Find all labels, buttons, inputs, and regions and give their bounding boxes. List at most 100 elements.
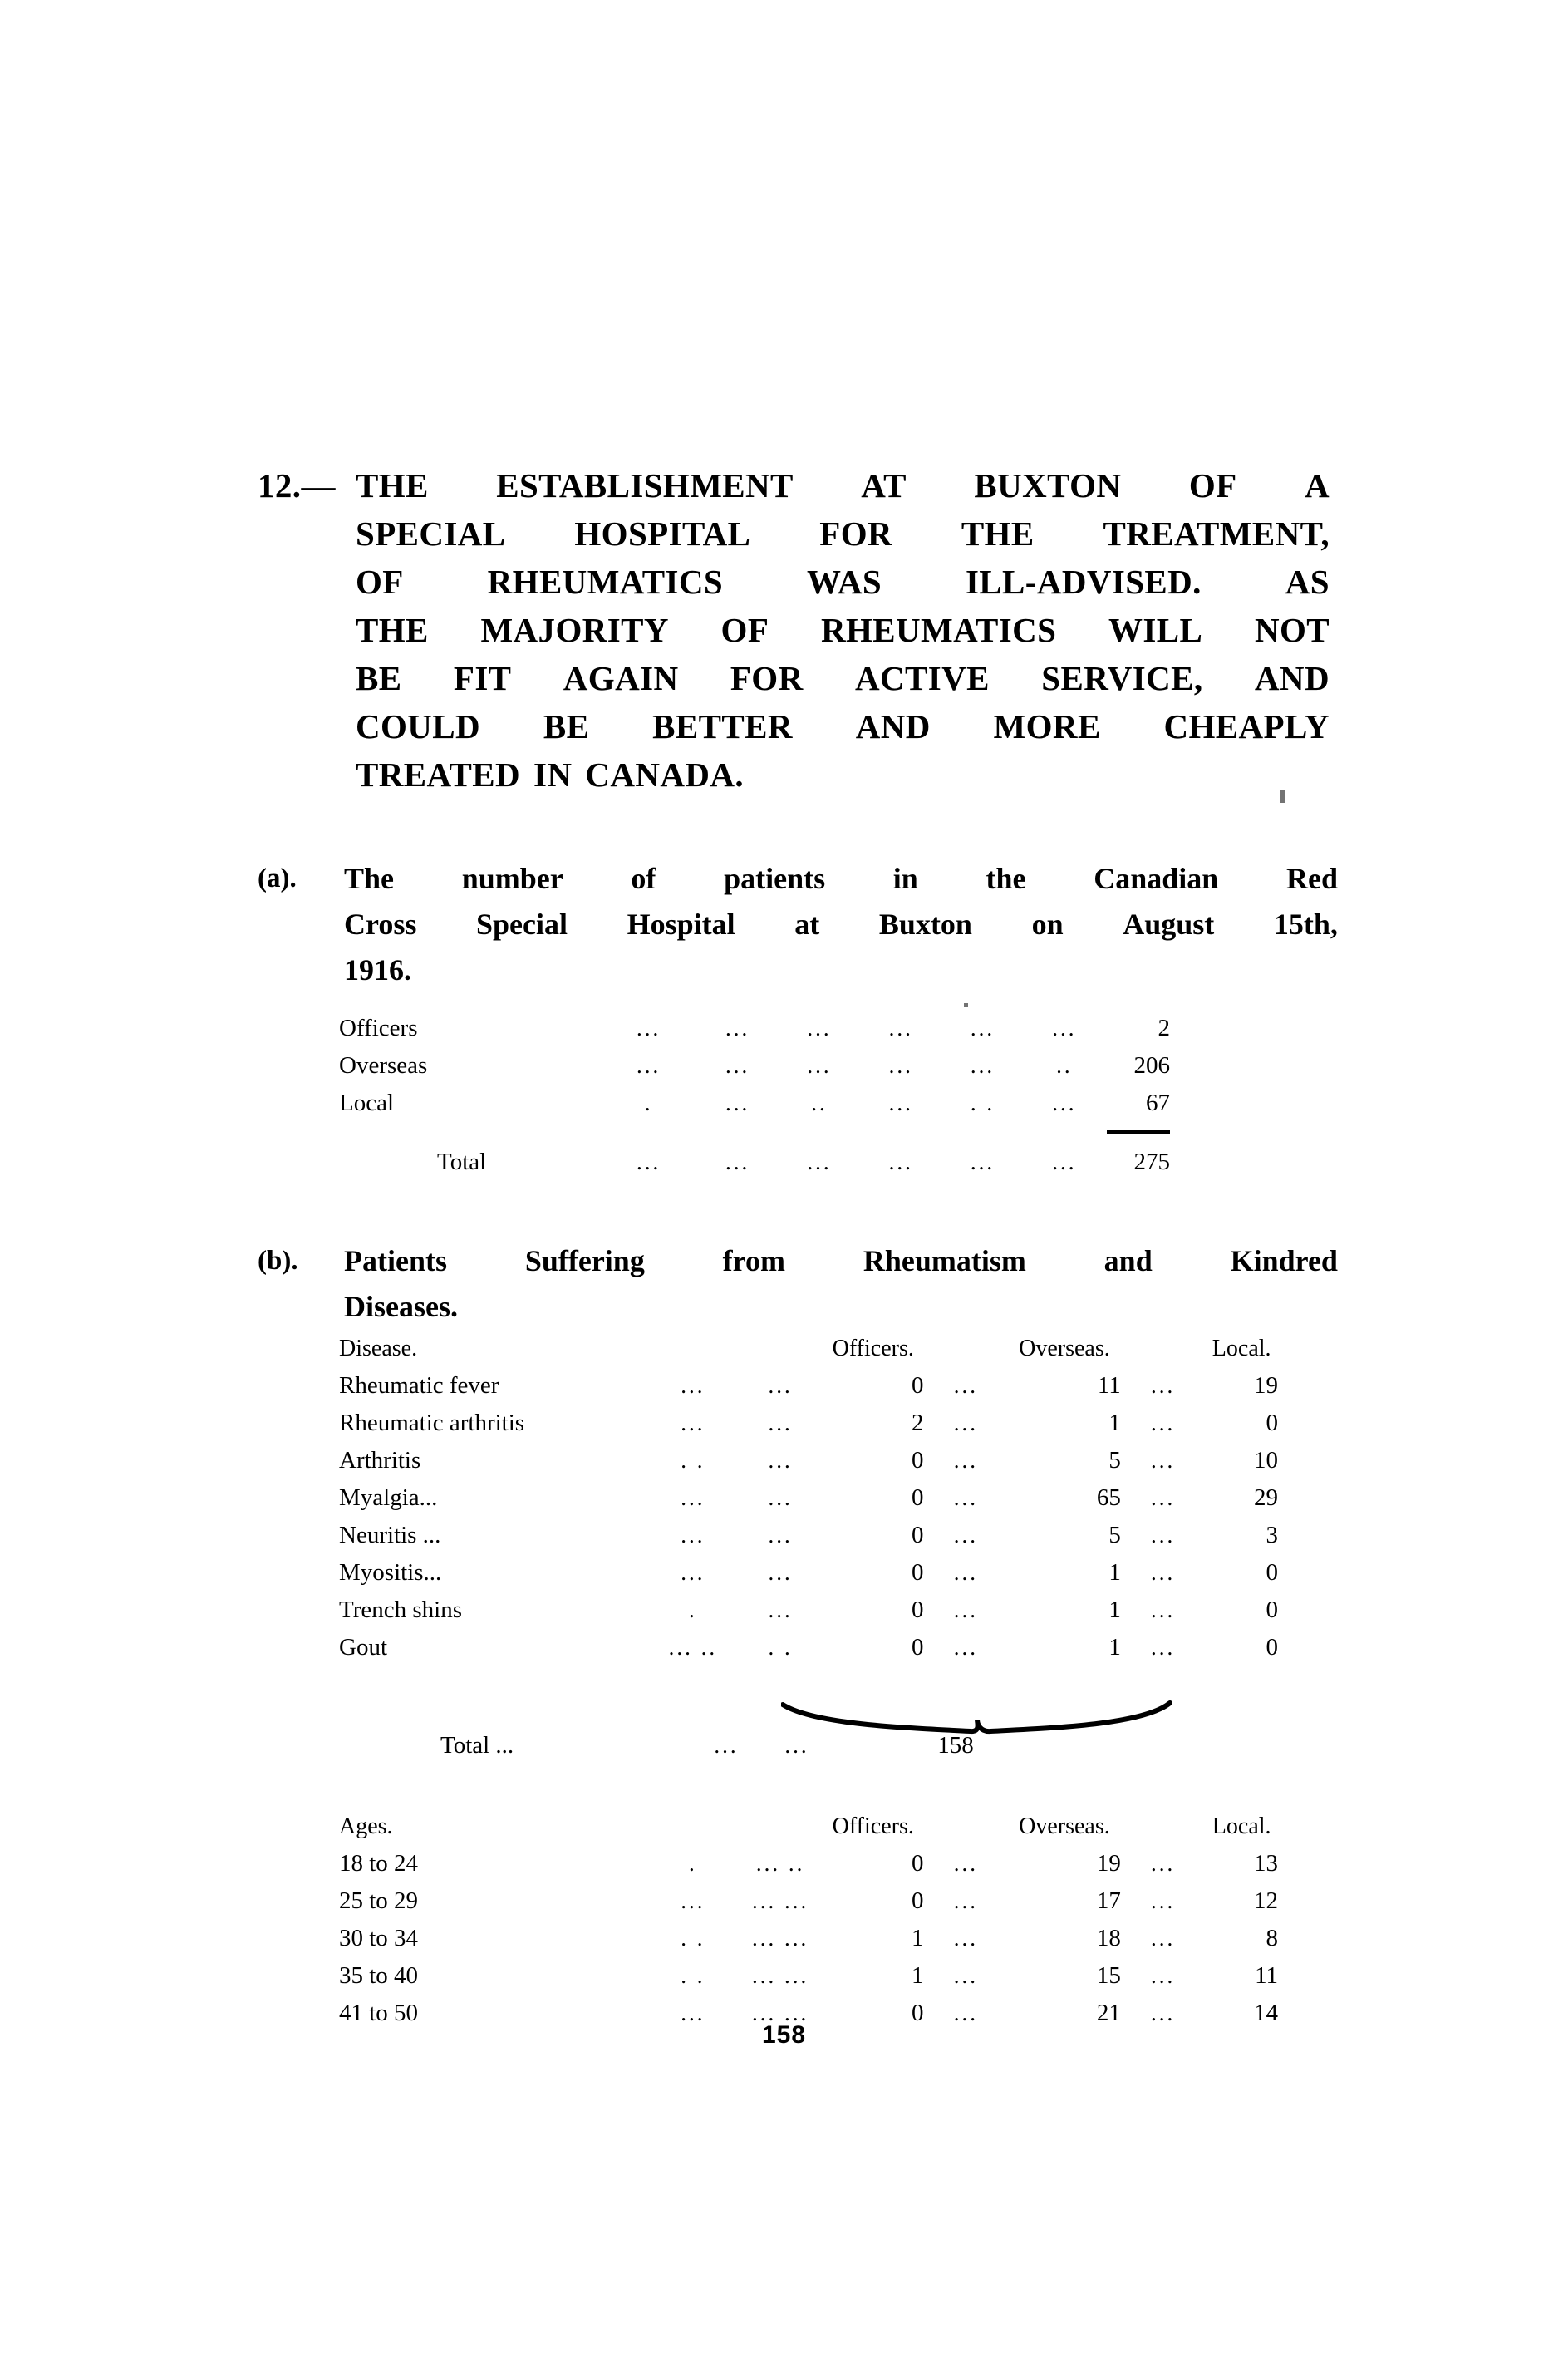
table-row: Overseas ... ... ... ... ... .. 206 [339, 1047, 1170, 1085]
row-value-overseas: 206 [1133, 1052, 1171, 1079]
disease-local: 29 [1254, 1484, 1278, 1511]
dot-leader: ... [1052, 1016, 1077, 1041]
dot-leader: ... [768, 1373, 793, 1398]
dot-leader: . . [768, 1635, 793, 1660]
heading-words-1: THE ESTABLISHMENT AT BUXTON OF A [356, 466, 1330, 504]
dot-leader: ... [807, 1053, 832, 1078]
age-local: 11 [1255, 1962, 1278, 1989]
table-row: 30 to 34 . . ... ... 1 ... 18 ... 8 [339, 1920, 1278, 1957]
column-header-officers: Officers. [832, 1336, 914, 1361]
dot-leader: ... [1150, 1635, 1176, 1660]
dot-leader: ... [768, 1560, 793, 1585]
dot-leader: ... [681, 1485, 705, 1510]
table-row: Myositis... ... ... 0 ... 1 ... 0 [339, 1554, 1278, 1592]
row-label-local: Local [339, 1090, 395, 1116]
dot-leader: ... [953, 1963, 978, 1988]
paragraph-a-line-2: Cross Special Hospital at Buxton on August 15th… [344, 908, 1338, 941]
rule-spacer [339, 1122, 1105, 1144]
dot-leader: ... [636, 1053, 661, 1078]
dot-leader: ... [1150, 2000, 1176, 2025]
column-header-ages: Ages. [339, 1813, 393, 1839]
dot-leader: . . [681, 1963, 705, 1988]
heading-words-3: OF RHEUMATICS WAS ILL-ADVISED. AS [356, 563, 1330, 601]
column-header-disease: Disease. [339, 1336, 418, 1361]
age-local: 8 [1266, 1925, 1279, 1951]
heading-indent-2 [258, 509, 356, 558]
disease-officers: 0 [912, 1484, 924, 1511]
dot-leader: ... [1052, 1149, 1077, 1174]
heading-line-5: BE FIT AGAIN FOR ACTIVE SERVICE, AND [258, 654, 1330, 702]
disease-officers: 0 [912, 1447, 924, 1474]
age-overseas: 15 [1096, 1962, 1121, 1989]
header-spacer [924, 1808, 1009, 1845]
dot-leader: ... [636, 1016, 661, 1041]
age-officers: 0 [912, 2000, 924, 2026]
disease-officers: 0 [912, 1597, 924, 1623]
dot-leader: ... [725, 1053, 750, 1078]
heading-indent-3 [258, 558, 356, 606]
disease-officers: 0 [912, 1522, 924, 1548]
total-value: 275 [1133, 1149, 1171, 1175]
heading-number: 12.— [258, 466, 336, 504]
disease-total-value: 158 [937, 1732, 974, 1759]
dot-leader: ... [768, 1485, 793, 1510]
table-row: Arthritis . . ... 0 ... 5 ... 10 [339, 1442, 1278, 1479]
table-row: Myalgia... ... ... 0 ... 65 ... 29 [339, 1479, 1278, 1517]
table-row: Gout ... .. . . 0 ... 1 ... 0 [339, 1629, 1278, 1666]
paragraph-b-line-1: Patients Suffering from Rheumatism and Kindre… [344, 1244, 1338, 1277]
dot-leader: ... [768, 1448, 793, 1473]
dot-leader: . . [681, 1448, 705, 1473]
dot-leader: ... [1150, 1560, 1176, 1585]
dot-leader: ... [1150, 1597, 1176, 1622]
paragraph-b-body: Patients Suffering from Rheumatism and Kindre… [344, 1238, 1338, 1330]
age-range: 30 to 34 [339, 1925, 419, 1951]
dot-leader: ... [681, 1410, 705, 1435]
paragraph-a-label: (a). [258, 864, 297, 893]
column-header-local: Local. [1212, 1813, 1271, 1839]
dot-leader: ... [681, 1523, 705, 1548]
dot-leader: ... [768, 1597, 793, 1622]
dot-leader: ... [953, 1635, 978, 1660]
disease-officers: 0 [912, 1559, 924, 1586]
column-header-local: Local. [1212, 1336, 1271, 1361]
heading-line-6: COULD BE BETTER AND MORE CHEAPLY [258, 702, 1330, 750]
disease-overseas: 5 [1108, 1447, 1121, 1474]
dot-leader: ... ... [752, 2000, 809, 2025]
total-label: Total [437, 1149, 487, 1175]
dot-leader: ... .. [668, 1635, 718, 1660]
dot-leader: ... [807, 1149, 832, 1174]
dot-leader: ... [1150, 1963, 1176, 1988]
heading-words-2: SPECIAL HOSPITAL FOR THE TREATMENT, [356, 514, 1330, 553]
header-spacer [924, 1330, 1009, 1367]
age-local: 12 [1254, 1887, 1278, 1914]
heading-line-1: 12.— THE ESTABLISHMENT AT BUXTON OF A [258, 461, 1330, 509]
paragraph-a-line-1: The number of patients in the Canadian Red [344, 862, 1338, 895]
patient-count-table: Officers ... ... ... ... ... ... 2 Overs… [339, 1010, 1170, 1181]
dot-leader: ... [725, 1090, 750, 1115]
header-spacer [1121, 1808, 1206, 1845]
disease-overseas: 1 [1108, 1559, 1121, 1586]
dot-leader: ... [714, 1733, 739, 1758]
dot-leader: ... [681, 1560, 705, 1585]
disease-overseas: 65 [1096, 1484, 1121, 1511]
paragraph-b: (b). Patients Suffering from Rheumatism and K… [258, 1238, 1338, 1330]
dot-leader: ... ... [752, 1963, 809, 1988]
dot-leader: ... .. [755, 1851, 805, 1876]
header-spacer [1121, 1330, 1206, 1367]
age-range: 35 to 40 [339, 1962, 419, 1989]
age-overseas: 17 [1096, 1887, 1121, 1914]
paragraph-b-label: (b). [258, 1246, 298, 1276]
dot-leader: ... [1150, 1485, 1176, 1510]
dot-leader: ... [953, 1851, 978, 1876]
age-officers: 0 [912, 1887, 924, 1914]
disease-name: Myalgia... [339, 1484, 438, 1511]
column-header-overseas: Overseas. [1019, 1336, 1110, 1361]
disease-local: 0 [1266, 1410, 1279, 1436]
dot-leader: . [689, 1851, 697, 1876]
dot-leader: ... [953, 1523, 978, 1548]
dot-leader: ... [953, 1597, 978, 1622]
dot-leader: ... [1150, 1448, 1176, 1473]
disease-overseas: 1 [1108, 1634, 1121, 1661]
disease-overseas: 5 [1108, 1522, 1121, 1548]
header-spacer [738, 1808, 823, 1845]
